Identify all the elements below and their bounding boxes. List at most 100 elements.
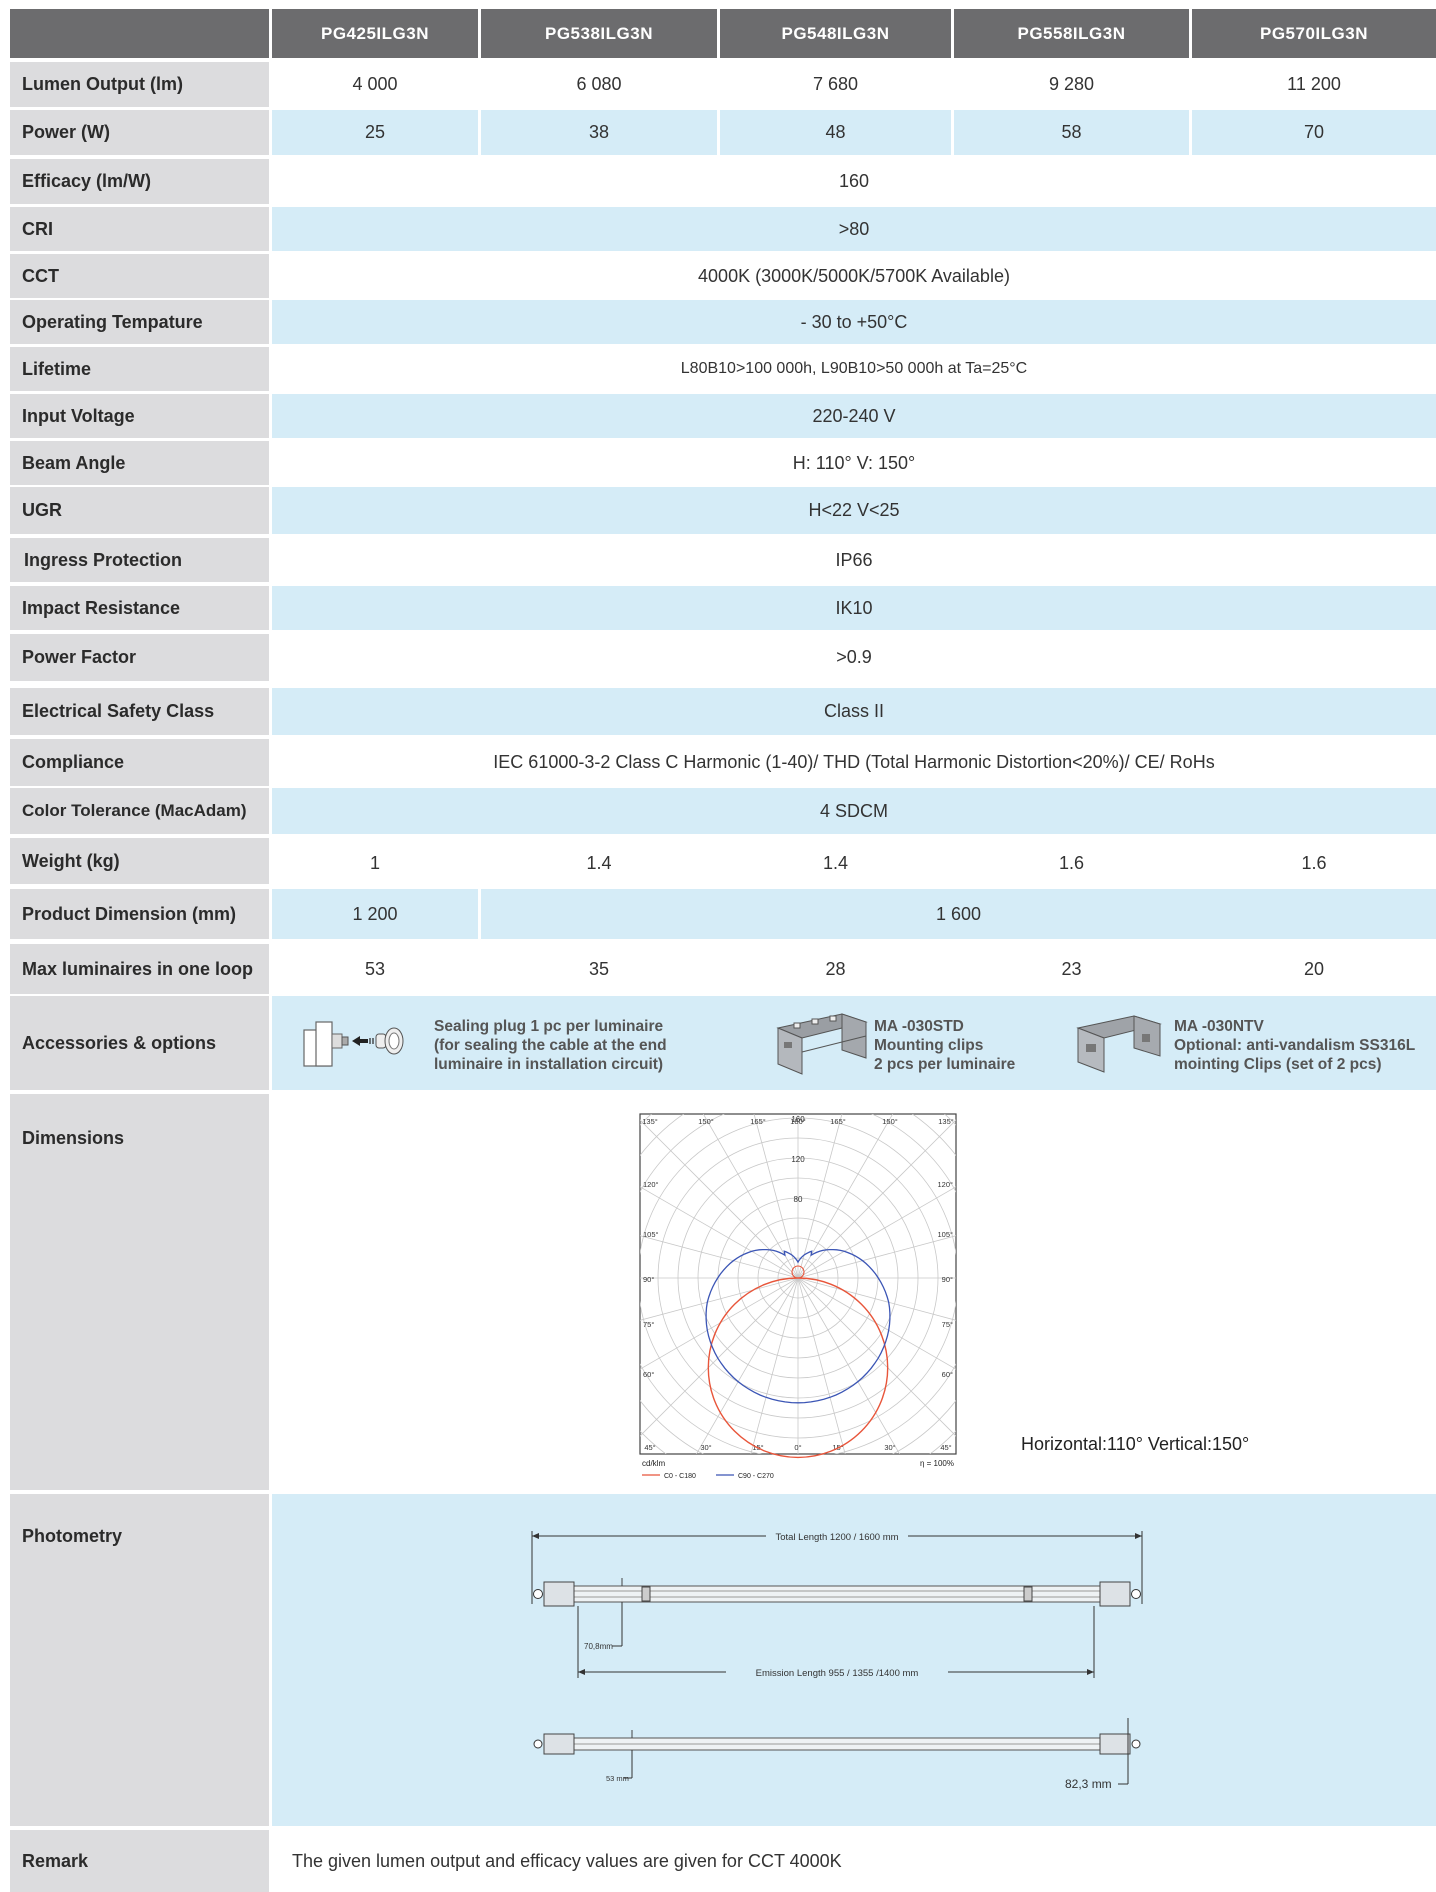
- efficacy-value: 160: [272, 159, 1436, 204]
- photometry-panel: Total Length 1200 / 1600 mm 70,8mm Emiss…: [272, 1494, 1436, 1826]
- impact-resistance-value: IK10: [272, 586, 1436, 630]
- angle-label-right: 90°: [942, 1275, 953, 1284]
- max-luminaires-value: 28: [720, 944, 951, 994]
- polar-spoke: [797, 1277, 956, 1321]
- row-label-compliance: Compliance: [10, 739, 269, 786]
- angle-label-bottom: 0°: [794, 1443, 801, 1452]
- height-label: 82,3 mm: [1065, 1777, 1112, 1791]
- accessory-line: luminaire in installation circuit): [434, 1056, 664, 1073]
- row-label-input-voltage: Input Voltage: [10, 394, 269, 438]
- lumen-value: 7 680: [720, 62, 951, 107]
- power-factor-value: >0.9: [272, 634, 1436, 681]
- sealing-plug-image: [303, 1021, 404, 1067]
- model-header: PG425ILG3N: [272, 9, 478, 58]
- row-label-remark: Remark: [10, 1830, 269, 1892]
- beam-angle-value: H: 110° V: 150°: [272, 441, 1436, 485]
- accessories-panel: Sealing plug 1 pc per luminaire (for sea…: [272, 996, 1436, 1090]
- row-label-impact-resistance: Impact Resistance: [10, 586, 269, 630]
- angle-label-bottom: 30°: [700, 1443, 711, 1452]
- model-header: PG538ILG3N: [481, 9, 717, 58]
- top-view-width-label: 70,8mm: [584, 1642, 613, 1651]
- lumen-value: 4 000: [272, 62, 478, 107]
- row-label-dimensions: Dimensions: [10, 1094, 269, 1490]
- power-value: 70: [1192, 110, 1436, 155]
- angle-label-bottom: 45°: [940, 1443, 951, 1452]
- polar-spoke: [640, 1119, 799, 1279]
- polar-spoke: [797, 1277, 956, 1370]
- max-luminaires-value: 20: [1192, 944, 1436, 994]
- lumen-value: 6 080: [481, 62, 717, 107]
- lumen-value: 9 280: [954, 62, 1189, 107]
- product-dimension-value: 1 200: [272, 889, 478, 939]
- angle-label-right: 120°: [937, 1180, 953, 1189]
- row-label-lumen-output: Lumen Output (lm): [10, 62, 269, 107]
- row-label-power: Power (W): [10, 110, 269, 155]
- operating-temperature-value: - 30 to +50°C: [272, 300, 1436, 344]
- model-header: PG558ILG3N: [954, 9, 1189, 58]
- angle-label-right: 105°: [937, 1230, 953, 1239]
- accessory-line: MA -030NTV: [1174, 1018, 1264, 1035]
- angle-label-top: 150°: [882, 1117, 898, 1126]
- polar-spoke: [640, 1186, 799, 1279]
- accessory-line: Sealing plug 1 pc per luminaire: [434, 1018, 664, 1035]
- angle-label-bottom: 45°: [644, 1443, 655, 1452]
- row-label-cri: CRI: [10, 207, 269, 251]
- accessory-mounting-clips-text: MA -030STD Mounting clips 2 pcs per lumi…: [874, 1017, 1015, 1074]
- efficiency-label: η = 100%: [920, 1459, 954, 1468]
- model-header: PG570ILG3N: [1192, 9, 1436, 58]
- radial-tick-label: 160: [791, 1115, 805, 1124]
- accessory-line: mointing Clips (set of 2 pcs): [1174, 1056, 1382, 1073]
- row-label-lifetime: Lifetime: [10, 347, 269, 391]
- power-value: 58: [954, 110, 1189, 155]
- polar-spoke: [640, 1277, 799, 1321]
- power-value: 25: [272, 110, 478, 155]
- beam-angle-caption: Horizontal:110° Vertical:150°: [1021, 1434, 1250, 1454]
- max-luminaires-value: 53: [272, 944, 478, 994]
- angle-label-bottom: 30°: [884, 1443, 895, 1452]
- polar-spoke: [702, 1114, 799, 1279]
- power-value: 48: [720, 110, 951, 155]
- legend-label-c90: C90 - C270: [738, 1473, 774, 1480]
- cct-value: 4000K (3000K/5000K/5700K Available): [272, 254, 1436, 298]
- row-label-cct: CCT: [10, 254, 269, 298]
- polar-spoke: [640, 1277, 799, 1437]
- series-c90-c270-curve: [705, 1248, 891, 1404]
- row-label-max-luminaires: Max luminaires in one loop: [10, 944, 269, 994]
- accessory-anti-vandalism-text: MA -030NTV Optional: anti-vandalism SS31…: [1174, 1017, 1415, 1074]
- angle-label-top: 135°: [938, 1117, 954, 1126]
- legend-label-c0: C0 - C180: [664, 1473, 696, 1480]
- weight-value: 1: [272, 838, 478, 888]
- polar-spoke: [753, 1114, 799, 1279]
- mounting-clip-image: [776, 1013, 868, 1075]
- model-header: PG548ILG3N: [720, 9, 951, 58]
- power-value: 38: [481, 110, 717, 155]
- angle-label-right: 75°: [942, 1320, 953, 1329]
- polar-spoke: [797, 1119, 956, 1279]
- polar-spoke: [640, 1277, 799, 1370]
- row-label-power-factor: Power Factor: [10, 634, 269, 681]
- angle-label-left: 60°: [643, 1370, 654, 1379]
- polar-spoke: [797, 1114, 894, 1279]
- max-luminaires-value: 23: [954, 944, 1189, 994]
- row-label-product-dimension: Product Dimension (mm): [10, 889, 269, 939]
- ugr-value: H<22 V<25: [272, 487, 1436, 534]
- luminaire-dimension-drawing: Total Length 1200 / 1600 mm 70,8mm Emiss…: [531, 1529, 1143, 1791]
- series-c0-c180-back-lobe: [791, 1265, 805, 1279]
- accessory-sealing-plug-text: Sealing plug 1 pc per luminaire (for sea…: [434, 1017, 667, 1074]
- product-dimension-value: 1 600: [481, 889, 1436, 939]
- compliance-value: IEC 61000-3-2 Class C Harmonic (1-40)/ T…: [272, 739, 1436, 786]
- accessory-line: (for sealing the cable at the end: [434, 1037, 667, 1054]
- total-length-label: Total Length 1200 / 1600 mm: [775, 1532, 898, 1543]
- emission-length-label: Emission Length 955 / 1355 /1400 mm: [756, 1668, 919, 1679]
- radial-tick-label: 120: [791, 1155, 805, 1164]
- cri-value: >80: [272, 207, 1436, 251]
- weight-value: 1.4: [720, 838, 951, 888]
- angle-label-right: 60°: [942, 1370, 953, 1379]
- angle-label-top: 135°: [642, 1117, 658, 1126]
- row-label-color-tolerance: Color Tolerance (MacAdam): [10, 788, 269, 834]
- polar-intensity-chart: 80120160200240135°150°165°180°165°150°13…: [639, 1113, 957, 1480]
- angle-label-left: 75°: [643, 1320, 654, 1329]
- weight-value: 1.4: [481, 838, 717, 888]
- dimensions-panel: 80120160200240135°150°165°180°165°150°13…: [272, 1094, 1436, 1490]
- row-label-ugr: UGR: [10, 487, 269, 534]
